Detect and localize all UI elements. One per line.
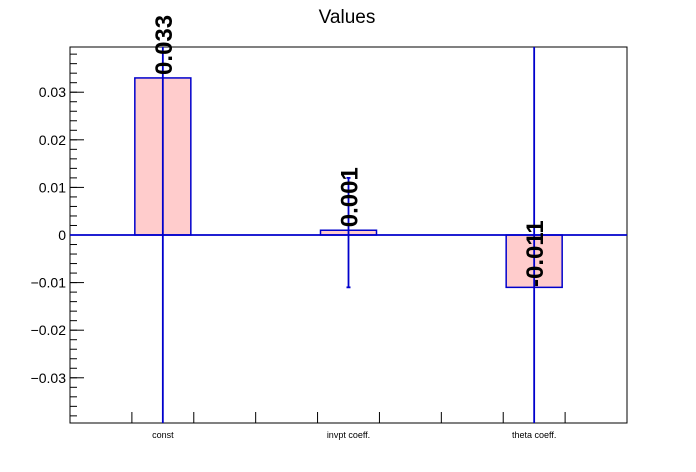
y-tick-label: 0 bbox=[58, 227, 66, 243]
y-tick-label: 0.01 bbox=[39, 179, 66, 195]
y-tick-label: −0.02 bbox=[31, 322, 67, 338]
x-category-label: const bbox=[152, 430, 174, 440]
x-category-label: invpt coeff. bbox=[327, 430, 370, 440]
data-label: 0.033 bbox=[151, 15, 178, 75]
x-category-label: theta coeff. bbox=[512, 430, 556, 440]
y-tick-label: 0.03 bbox=[39, 84, 66, 100]
y-axis: −0.03 −0.02 −0.01 0 0.01 0.02 0.03 bbox=[31, 53, 84, 417]
y-tick-label: −0.03 bbox=[31, 370, 67, 386]
data-label: 0.001 bbox=[337, 167, 364, 227]
y-tick-label: −0.01 bbox=[31, 275, 67, 291]
x-axis: const invpt coeff. theta coeff. bbox=[131, 412, 566, 440]
data-label: -0.011 bbox=[522, 220, 549, 287]
y-tick-label: 0.02 bbox=[39, 132, 66, 148]
error-bars bbox=[161, 47, 536, 423]
chart-title: Values bbox=[319, 7, 376, 28]
data-labels: 0.033 0.001 -0.011 bbox=[151, 15, 549, 287]
